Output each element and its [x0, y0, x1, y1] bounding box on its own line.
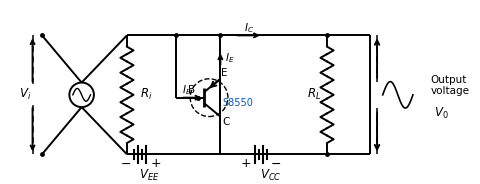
- Text: $R_i$: $R_i$: [140, 87, 152, 102]
- Text: B: B: [188, 85, 195, 95]
- Text: $-$: $-$: [270, 157, 281, 170]
- Text: S8550: S8550: [222, 98, 253, 108]
- Text: $I_B$: $I_B$: [181, 83, 191, 97]
- Text: $+$: $+$: [240, 157, 252, 170]
- Text: Output
voltage: Output voltage: [431, 75, 470, 96]
- Text: $+$: $+$: [150, 157, 161, 170]
- Text: $I_C$: $I_C$: [244, 21, 254, 35]
- Text: $R_L$: $R_L$: [307, 87, 321, 102]
- Text: $V_0$: $V_0$: [434, 106, 448, 121]
- Text: $I_E$: $I_E$: [225, 51, 235, 65]
- Text: E: E: [221, 68, 228, 78]
- Text: $-$: $-$: [120, 157, 132, 170]
- Text: $V_{CC}$: $V_{CC}$: [260, 167, 281, 183]
- Text: $V_{EE}$: $V_{EE}$: [139, 167, 160, 183]
- Text: C: C: [222, 117, 229, 127]
- Text: $V_i$: $V_i$: [19, 87, 31, 102]
